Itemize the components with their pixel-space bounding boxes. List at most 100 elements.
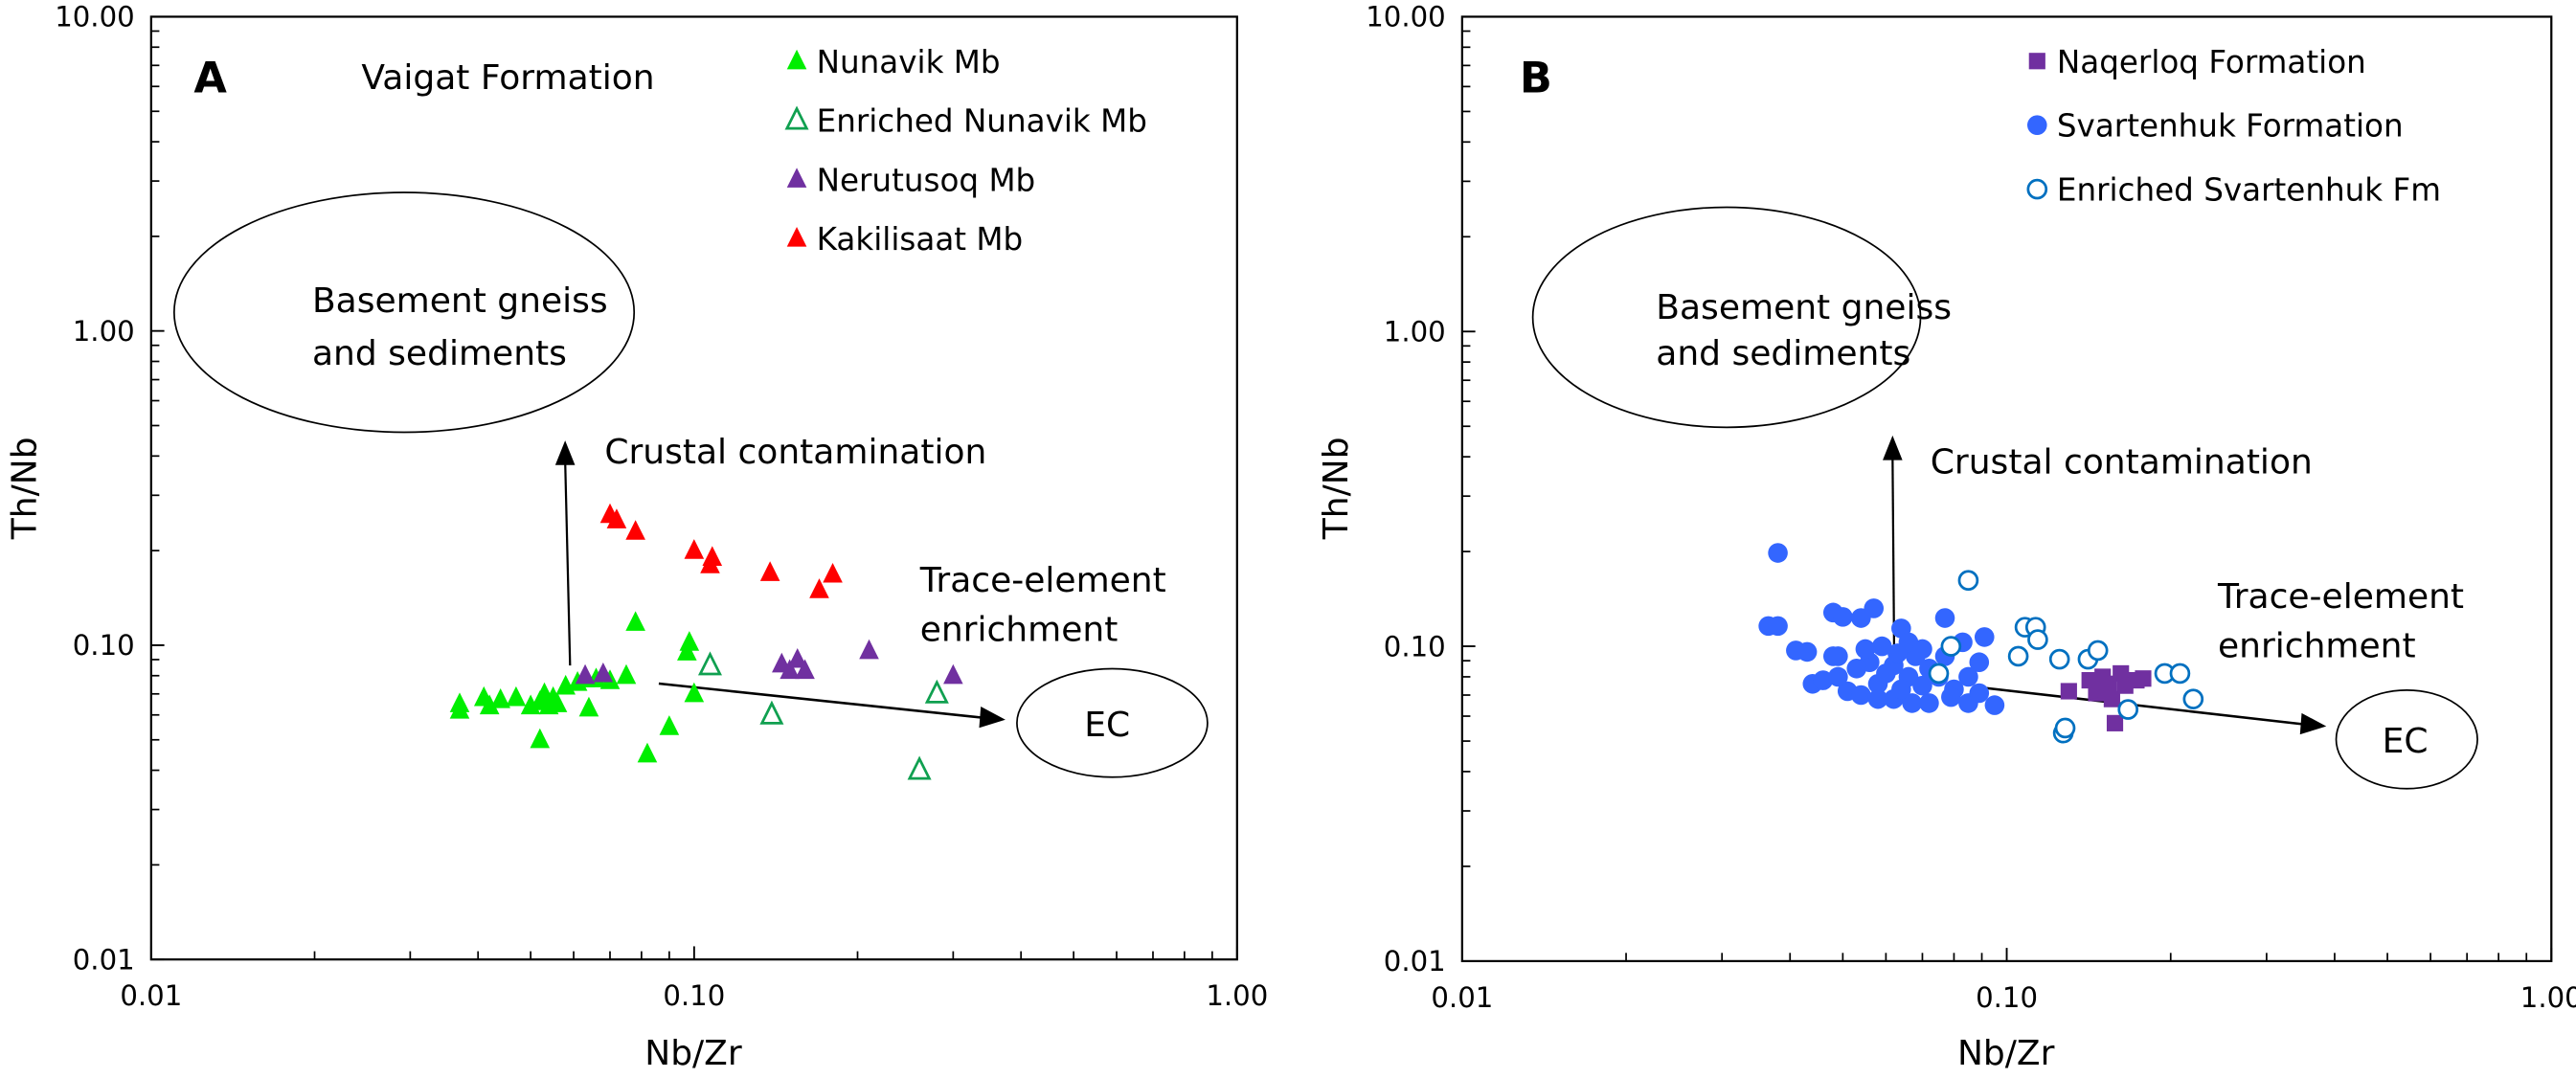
data-point [823,562,843,583]
legend-item: Svartenhuk Formation [2027,108,2404,145]
data-point [2027,629,2048,650]
data-point [2169,663,2191,685]
data-point [1984,695,2005,715]
trace-label-2: enrichment [920,610,1119,649]
data-point [1871,636,1892,657]
data-point [780,659,800,680]
data-point [2087,640,2109,662]
legend-item: Kakilisaat Mb [786,221,1023,258]
data-points [1758,543,2204,744]
series-naqerloq-formation [2060,664,2152,731]
data-point [1957,570,1979,591]
data-point [679,631,700,651]
trace-arrowhead [979,706,1006,729]
data-point [1846,658,1867,679]
trace-arrowhead [2299,712,2327,735]
data-point [2182,688,2204,709]
data-point [2081,671,2098,689]
data-point [616,663,637,685]
data-point [578,696,599,717]
data-point [1813,670,1834,690]
triangle-marker-icon [784,105,809,130]
data-point [759,700,784,725]
trace-arrow [658,682,986,720]
data-point [1969,683,1990,704]
triangle-marker-icon [786,49,807,70]
data-point [1822,646,1843,666]
data-point [1855,639,1876,660]
y-tick-label: 0.01 [73,943,135,976]
y-tick-label: 0.01 [1384,945,1446,977]
crustal-arrowhead [554,440,576,465]
data-point [2048,648,2070,670]
data-point [1891,679,1911,700]
data-point [759,561,780,581]
data-point [1912,639,1932,660]
plot-frame [149,15,1238,961]
data-point [2060,683,2077,700]
crustal-arrowhead [1883,435,1903,460]
data-point [795,659,815,680]
basement-label-1: Basement gneiss [312,281,608,321]
data-points [449,503,963,780]
basement-field [172,191,636,434]
legend-item: Naqerloq Formation [2028,44,2366,80]
series-nunavik-mb [449,611,705,763]
trace-label-2: enrichment [2218,627,2416,666]
data-point [538,694,559,715]
x-axis-label: Nb/Zr [644,1034,742,1073]
panel-label: A [193,53,227,102]
data-point [1851,685,1871,706]
x-axis-label: Nb/Zr [1957,1034,2055,1073]
x-tick-label: 0.10 [1976,981,2038,1014]
crustal-label: Crustal contamination [604,433,986,472]
data-point [1768,543,1788,563]
data-point [575,663,596,685]
data-point [697,651,722,676]
series-nerutusoq-mb [575,639,963,685]
triangle-marker-icon [786,227,807,247]
data-point [684,539,705,559]
axis-ticks: 0.01 0.10 1.00 0.01 0.10 1.00 10.00 [1366,1,2576,1014]
data-point [1902,693,1922,713]
data-point [943,663,963,685]
data-point [637,742,658,763]
data-point [1867,688,1888,709]
series-enriched-nunavik-mb [697,651,949,780]
data-point [659,715,680,735]
data-point [490,688,510,708]
crustal-arrow [564,460,572,666]
data-point [449,699,470,719]
y-tick-label: 10.00 [55,1,134,34]
data-point [2135,670,2152,687]
data-point [1912,675,1932,696]
legend-label: Naqerloq Formation [2057,44,2366,80]
legend-label: Nerutusoq Mb [817,162,1036,198]
panel-b: 0.01 0.10 1.00 0.01 0.10 1.00 10.00 B Basement… [1317,1,2576,1073]
ec-field [1016,667,1209,778]
data-point [859,639,879,660]
data-point [702,546,723,567]
legend-item: Nerutusoq Mb [786,162,1036,198]
data-point [606,508,627,528]
ec-label: EC [1084,706,1130,745]
data-point [684,682,705,703]
legend-label: Enriched Svartenhuk Fm [2057,172,2441,209]
data-point [1934,608,1955,628]
data-point [1887,643,1908,663]
trace-label-1: Trace-element [919,561,1166,600]
trace-label-1: Trace-element [2217,577,2464,617]
trace-arrow [1974,685,2307,727]
basement-field [1531,206,1922,429]
y-tick-label: 10.00 [1366,1,1445,34]
data-point [2106,714,2124,731]
basement-label-1: Basement gneiss [1656,288,1952,327]
data-point [530,728,551,749]
data-point [1851,608,1871,628]
data-point [2097,681,2114,698]
data-point [907,755,932,780]
data-point [1828,666,1848,687]
y-tick-label: 1.00 [73,315,135,348]
data-point [593,662,614,683]
